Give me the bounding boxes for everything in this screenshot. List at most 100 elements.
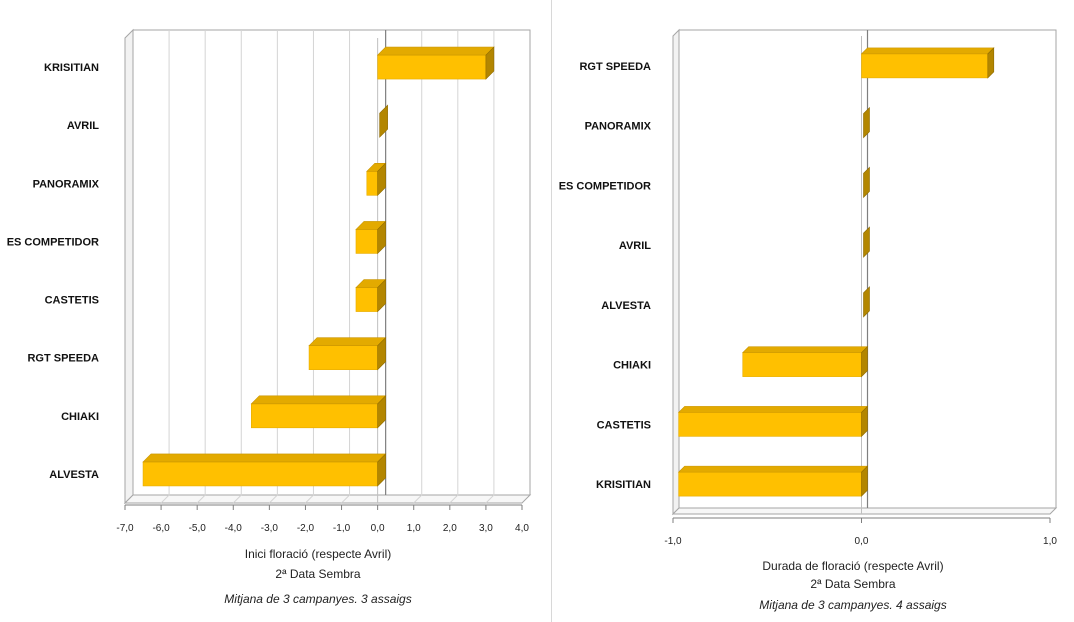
left-category-label: KRISITIAN xyxy=(44,62,99,74)
left-bar-side xyxy=(377,220,386,255)
right-tick-label: 0,0 xyxy=(855,536,869,547)
left-footnote: Mitjana de 3 campanyes. 3 assaigs xyxy=(224,592,411,606)
left-bar-top xyxy=(142,453,387,463)
left-axis-title: Inici floració (respecte Avril) xyxy=(245,547,392,561)
left-category-label: ES COMPETIDOR xyxy=(7,236,99,248)
panel-divider xyxy=(551,0,552,622)
left-bar-chart: -7,0 -6,0 -5,0 -4,0 -3,0 -2,0 -1,0 0,0 1,0 2,0 3,0… xyxy=(7,28,532,606)
right-bar-side xyxy=(861,345,868,378)
left-category-label: RGT SPEEDA xyxy=(27,353,99,365)
left-plot-side-wall xyxy=(124,28,134,505)
left-bar-front xyxy=(355,229,378,254)
left-bar xyxy=(376,46,495,80)
left-bar-top xyxy=(250,395,387,405)
left-tick-label: -2,0 xyxy=(297,523,315,534)
right-bar-side xyxy=(987,47,995,79)
left-gridline-floor xyxy=(160,494,170,504)
left-bar xyxy=(142,453,387,487)
left-bar-front xyxy=(251,403,378,429)
right-category-label: AVRIL xyxy=(619,240,651,252)
right-category-label: KRISITIAN xyxy=(596,479,651,491)
right-bar xyxy=(863,226,870,258)
right-plot-floor xyxy=(671,507,1058,515)
right-bar-chart: -1,0 0,0 1,0 RGT SPEEDA PANORAMIX ES COMPETID… xyxy=(559,28,1058,612)
left-tick-label: -6,0 xyxy=(152,523,170,534)
right-bar-top xyxy=(860,47,995,55)
left-bar xyxy=(366,162,387,197)
left-category-label: CASTETIS xyxy=(45,295,99,307)
left-tick-label: 2,0 xyxy=(443,523,457,534)
left-bar-front xyxy=(377,54,487,80)
left-gridline-floor xyxy=(341,494,350,504)
left-bar-side xyxy=(379,104,388,138)
left-tick-label: -7,0 xyxy=(116,523,134,534)
right-category-label: ES COMPETIDOR xyxy=(559,180,651,192)
left-bar-front xyxy=(355,287,378,312)
right-bar-front xyxy=(861,53,989,79)
left-tick-label: -5,0 xyxy=(189,523,207,534)
left-bar xyxy=(355,278,387,313)
left-gridline-floor xyxy=(413,494,423,504)
left-gridline-floor xyxy=(305,494,314,504)
left-axis-subtitle: 2ª Data Sembra xyxy=(275,567,360,581)
left-gridline-floor xyxy=(196,494,206,504)
right-bar-front xyxy=(678,412,862,437)
right-bar xyxy=(863,106,870,139)
right-category-label: RGT SPEEDA xyxy=(579,61,651,73)
right-bar xyxy=(863,286,870,318)
right-bar-top xyxy=(677,465,869,473)
right-category-label: CASTETIS xyxy=(597,419,651,431)
left-bar xyxy=(355,220,387,255)
left-bar-side xyxy=(377,395,386,429)
right-bar-top xyxy=(677,406,869,413)
right-axis-title: Durada de floració (respecte Avril) xyxy=(762,559,943,573)
right-footnote: Mitjana de 3 campanyes. 4 assaigs xyxy=(759,598,946,612)
left-category-label: AVRIL xyxy=(67,120,99,132)
right-bar-side xyxy=(863,226,870,258)
right-bar-front xyxy=(678,471,862,497)
left-tick-label: 4,0 xyxy=(515,523,529,534)
right-tick-label: -1,0 xyxy=(664,536,682,547)
left-bar-side xyxy=(377,162,386,197)
right-category-label: ALVESTA xyxy=(601,300,651,312)
left-bar-front xyxy=(366,171,378,196)
left-tick-label: -4,0 xyxy=(225,523,243,534)
left-tick-label: 3,0 xyxy=(479,523,493,534)
right-bar xyxy=(742,345,869,378)
right-bar xyxy=(860,47,995,79)
right-bar-side xyxy=(863,286,870,318)
left-category-label: PANORAMIX xyxy=(33,178,100,190)
right-bar-side xyxy=(863,166,870,199)
left-tick-label: -3,0 xyxy=(261,523,279,534)
left-gridline-floor xyxy=(232,494,242,504)
left-tick-label: 0,0 xyxy=(371,523,385,534)
left-bar-side xyxy=(377,336,386,371)
left-gridline-floor xyxy=(449,494,459,504)
right-chart-panel: -1,0 0,0 1,0 RGT SPEEDA PANORAMIX ES COMPETID… xyxy=(551,0,1074,622)
left-bar-side xyxy=(377,278,386,313)
right-bar-side xyxy=(861,405,868,438)
left-bar-side xyxy=(485,46,495,80)
left-gridline-floor xyxy=(485,494,495,504)
left-chart-panel: -7,0 -6,0 -5,0 -4,0 -3,0 -2,0 -1,0 0,0 1,0 2,0 3,0… xyxy=(7,28,532,606)
right-bar-top xyxy=(742,346,869,353)
right-axis-subtitle: 2ª Data Sembra xyxy=(810,577,895,591)
right-bar-side xyxy=(861,465,868,497)
right-bar xyxy=(677,465,869,497)
left-bar xyxy=(379,104,388,138)
left-bar-front xyxy=(142,461,378,487)
right-bar-front xyxy=(742,352,862,377)
left-bar-top xyxy=(308,337,387,346)
right-plot-side-wall xyxy=(672,28,680,516)
left-bar-top xyxy=(376,46,495,56)
left-category-label: CHIAKI xyxy=(61,411,99,423)
right-bar xyxy=(677,405,869,438)
left-plot-floor xyxy=(123,494,532,504)
right-bar xyxy=(863,166,870,199)
right-category-label: PANORAMIX xyxy=(585,121,652,133)
left-category-label: ALVESTA xyxy=(49,469,99,481)
right-category-label: CHIAKI xyxy=(613,360,651,372)
left-tick-label: 1,0 xyxy=(407,523,421,534)
left-tick-label: -1,0 xyxy=(333,523,351,534)
left-bar-side xyxy=(377,453,386,487)
